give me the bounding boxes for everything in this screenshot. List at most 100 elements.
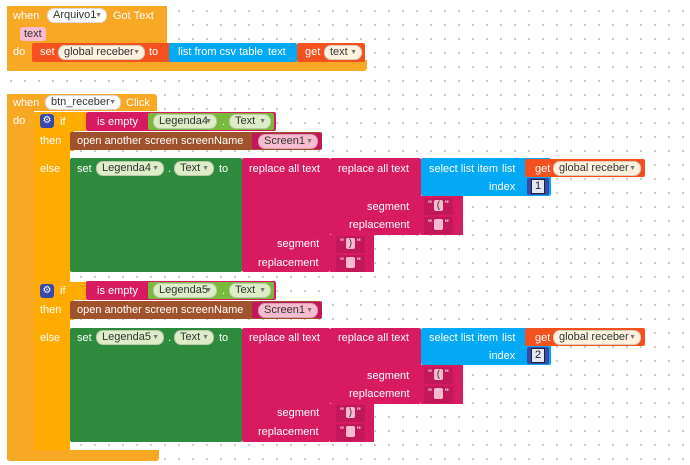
set-legenda5-text-block[interactable] xyxy=(70,328,242,442)
replace-all-text-inner-2[interactable] xyxy=(330,328,421,404)
string-empty[interactable]: " " xyxy=(424,217,453,234)
param-text-chip[interactable]: text xyxy=(20,27,46,41)
event-block-left-bar xyxy=(7,94,34,460)
set-legenda4-text-block[interactable] xyxy=(70,158,242,272)
component-dropdown-legenda5[interactable]: Legenda5 ▼ xyxy=(153,283,217,298)
dot-label: . xyxy=(168,332,172,344)
gear-icon[interactable]: ⚙ xyxy=(40,114,54,128)
list-socket-label: list xyxy=(502,163,516,175)
get-label: get xyxy=(535,332,551,344)
index-number-field[interactable]: 1 xyxy=(531,179,545,194)
component-dropdown-legenda5[interactable]: Legenda5 ▼ xyxy=(96,330,164,345)
replacement-label: replacement xyxy=(258,426,319,438)
index-number-field[interactable]: 2 xyxy=(531,348,545,363)
then-row-1 xyxy=(34,131,74,151)
chevron-down-icon: ▼ xyxy=(306,307,313,314)
property-dropdown-text[interactable]: Text ▼ xyxy=(174,161,214,176)
do-label: do xyxy=(13,46,26,58)
replace-all-text-outer-1[interactable] xyxy=(242,158,330,272)
chevron-down-icon: ▼ xyxy=(95,12,102,19)
list-from-csv-block[interactable] xyxy=(169,43,297,62)
when-label: when xyxy=(13,10,40,22)
segment-label: segment xyxy=(277,238,320,250)
index-label: index xyxy=(489,181,516,193)
variable-dropdown-text[interactable]: text ▼ xyxy=(324,45,362,60)
chevron-down-icon: ▼ xyxy=(259,118,266,125)
when-label: when xyxy=(13,97,40,109)
component-dropdown-arquivo1[interactable]: Arquivo1 ▼ xyxy=(47,8,107,23)
replace-all-text-inner-1[interactable] xyxy=(330,158,421,235)
replacement-label: replacement xyxy=(349,219,410,231)
event-block-footer xyxy=(7,450,159,461)
screen-dropdown-screen1[interactable]: Screen1 ▼ xyxy=(258,303,318,318)
to-label: to xyxy=(219,332,229,344)
is-empty-label: is empty xyxy=(97,285,138,297)
component-dropdown-legenda4[interactable]: Legenda4 ▼ xyxy=(96,161,164,176)
replace-all-text-outer-2[interactable] xyxy=(242,328,330,442)
component-dropdown-btn-receber[interactable]: btn_receber ▼ xyxy=(45,95,121,110)
open-screen-label: open another screen xyxy=(77,135,178,147)
segment-label: segment xyxy=(277,407,320,419)
index-label: index xyxy=(489,350,516,362)
string-open-paren[interactable]: "(" xyxy=(424,367,453,384)
replace-all-text-label: replace all text xyxy=(338,332,409,344)
segment-label: segment xyxy=(367,201,410,213)
then-label: then xyxy=(40,304,62,316)
replace-all-text-label: replace all text xyxy=(249,332,320,344)
list-from-csv-label: list from csv table xyxy=(178,46,263,58)
event-name-label: Click xyxy=(126,97,150,109)
get-label: get xyxy=(535,163,551,175)
do-label: do xyxy=(13,115,26,127)
chevron-down-icon: ▼ xyxy=(629,165,636,172)
string-empty[interactable]: " " xyxy=(336,255,365,272)
chevron-down-icon: ▼ xyxy=(629,334,636,341)
get-label: get xyxy=(305,46,321,58)
to-label: to xyxy=(219,163,229,175)
to-label: to xyxy=(149,46,159,58)
variable-dropdown-global-receber[interactable]: global receber ▼ xyxy=(58,45,145,60)
string-open-paren[interactable]: "(" xyxy=(424,198,453,215)
replace-all-text-label: replace all text xyxy=(249,163,320,175)
screen-name-label: screenName xyxy=(181,304,244,316)
chevron-down-icon: ▼ xyxy=(109,99,116,106)
screen-name-label: screenName xyxy=(181,135,244,147)
gear-icon[interactable]: ⚙ xyxy=(40,284,54,298)
text-socket-label: text xyxy=(268,46,286,58)
open-screen-label: open another screen xyxy=(77,304,178,316)
string-empty[interactable]: " " xyxy=(424,386,453,403)
chevron-down-icon: ▼ xyxy=(350,49,357,56)
set-label: set xyxy=(77,163,92,175)
select-list-item-label: select list item xyxy=(429,163,499,175)
property-dropdown-text[interactable]: Text ▼ xyxy=(229,114,271,129)
else-label: else xyxy=(40,163,61,175)
component-dropdown-legenda4[interactable]: Legenda4 ▼ xyxy=(153,114,217,129)
screen-dropdown-screen1[interactable]: Screen1 ▼ xyxy=(258,134,318,149)
chevron-down-icon: ▼ xyxy=(133,49,140,56)
chevron-down-icon: ▼ xyxy=(306,138,313,145)
list-socket-label: list xyxy=(502,332,516,344)
else-label: else xyxy=(40,332,61,344)
string-close-paren[interactable]: ") " xyxy=(336,405,365,422)
if-label: if xyxy=(60,285,66,297)
string-empty[interactable]: " " xyxy=(336,424,365,441)
then-label: then xyxy=(40,135,62,147)
then-row-2 xyxy=(34,300,74,320)
chevron-down-icon: ▼ xyxy=(259,287,266,294)
is-empty-label: is empty xyxy=(97,116,138,128)
property-dropdown-text[interactable]: Text ▼ xyxy=(229,283,271,298)
segment-label: segment xyxy=(367,370,410,382)
set-label: set xyxy=(77,332,92,344)
chevron-down-icon: ▼ xyxy=(152,334,159,341)
chevron-down-icon: ▼ xyxy=(202,334,209,341)
event-block-footer xyxy=(7,60,367,71)
string-close-paren[interactable]: ") " xyxy=(336,236,365,253)
variable-dropdown-global-receber[interactable]: global receber ▼ xyxy=(553,161,641,176)
chevron-down-icon: ▼ xyxy=(205,287,212,294)
chevron-down-icon: ▼ xyxy=(202,165,209,172)
set-label: set xyxy=(40,46,55,58)
property-dropdown-text[interactable]: Text ▼ xyxy=(174,330,214,345)
select-list-item-label: select list item xyxy=(429,332,499,344)
dot-label: . xyxy=(168,163,172,175)
variable-dropdown-global-receber[interactable]: global receber ▼ xyxy=(553,330,641,345)
replacement-label: replacement xyxy=(349,388,410,400)
